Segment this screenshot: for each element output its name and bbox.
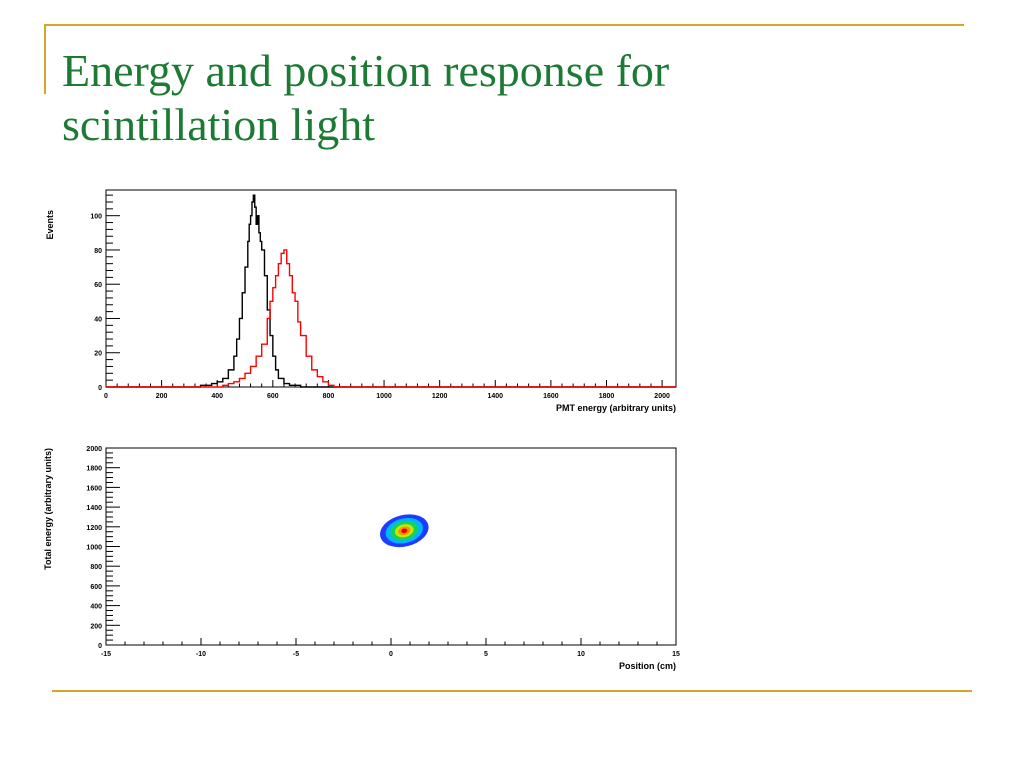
heatmap-contour-level-6 <box>401 528 408 533</box>
heatmap-y-tick-label: 1600 <box>86 485 102 492</box>
heatmap-y-tick-label: 1400 <box>86 505 102 512</box>
histogram-x-tick-label: 600 <box>267 393 279 400</box>
heatmap-y-tick-label: 200 <box>90 623 102 630</box>
heatmap-y-tick-label: 1000 <box>86 545 102 552</box>
heatmap-x-tick-label: 0 <box>389 651 393 658</box>
histogram-series-line-1 <box>106 194 676 388</box>
histogram-y-tick-label: 80 <box>94 248 102 255</box>
histogram-x-tick-label: 800 <box>323 393 335 400</box>
histogram-y-tick-label: 40 <box>94 316 102 323</box>
histogram-x-tick-label: 1400 <box>487 393 503 400</box>
heatmap-y-tick-label: 800 <box>90 564 102 571</box>
heatmap-x-tick-label: -10 <box>196 651 206 658</box>
histogram-ticks: 0 200 400 600 800 1000 1200 1400 1600 1800 2000 0 20… <box>90 194 670 400</box>
heatmap-y-tick-label: 400 <box>90 604 102 611</box>
histogram-x-tick-label: 400 <box>211 393 223 400</box>
top-accent-rule <box>44 24 964 26</box>
bottom-accent-rule <box>52 690 972 692</box>
slide-title: Energy and position response for scintil… <box>62 44 962 152</box>
energy-histogram-chart: 0 200 400 600 800 1000 1200 1400 1600 1800 2000 0 20… <box>45 189 677 413</box>
histogram-y-tick-label: 20 <box>94 351 102 358</box>
heatmap-x-tick-label: 15 <box>672 651 680 658</box>
histogram-x-tick-label: 1000 <box>376 393 392 400</box>
heatmap-y-tick-label: 1200 <box>86 525 102 532</box>
heatmap-ticks: -15 -10 -5 0 5 10 15 0 200 400 600 800 1000 1200 1400 1… <box>86 446 680 658</box>
histogram-x-tick-label: 1200 <box>432 393 448 400</box>
histogram-x-tick-label: 1800 <box>599 393 615 400</box>
heatmap-y-tick-label: 2000 <box>86 446 102 453</box>
histogram-x-tick-label: 200 <box>156 393 168 400</box>
heatmap-ylabel: Total energy (arbitrary units) <box>43 448 53 570</box>
histogram-x-tick-label: 2000 <box>654 393 670 400</box>
heatmap-y-tick-label: 0 <box>98 643 102 650</box>
heatmap-y-tick-label: 600 <box>90 584 102 591</box>
histogram-series <box>106 194 676 388</box>
histogram-xlabel: PMT energy (arbitrary units) <box>556 403 676 413</box>
histogram-x-tick-label: 0 <box>104 393 108 400</box>
heatmap-x-tick-label: -15 <box>101 651 111 658</box>
heatmap-x-tick-label: -5 <box>293 651 299 658</box>
position-energy-heatmap-chart: -15 -10 -5 0 5 10 15 0 200 400 600 800 1000 1200 1400 1… <box>43 446 680 671</box>
histogram-series-line-2 <box>106 249 676 388</box>
heatmap-frame <box>105 447 677 646</box>
heatmap-x-tick-label: 10 <box>577 651 585 658</box>
slide-title-line-1: Energy and position response for <box>62 45 670 96</box>
histogram-frame <box>105 189 677 388</box>
heatmap-x-tick-label: 5 <box>484 651 488 658</box>
heatmap-y-tick-label: 1800 <box>86 466 102 473</box>
histogram-x-tick-label: 1600 <box>543 393 559 400</box>
heatmap-xlabel: Position (cm) <box>619 661 676 671</box>
left-accent-rule <box>44 24 46 94</box>
histogram-y-tick-label: 60 <box>94 282 102 289</box>
histogram-ylabel: Events <box>45 210 55 240</box>
histogram-y-tick-label: 100 <box>90 214 102 221</box>
heatmap-blob <box>380 514 429 548</box>
slide-title-line-2: scintillation light <box>62 99 376 150</box>
histogram-y-tick-label: 0 <box>98 385 102 392</box>
